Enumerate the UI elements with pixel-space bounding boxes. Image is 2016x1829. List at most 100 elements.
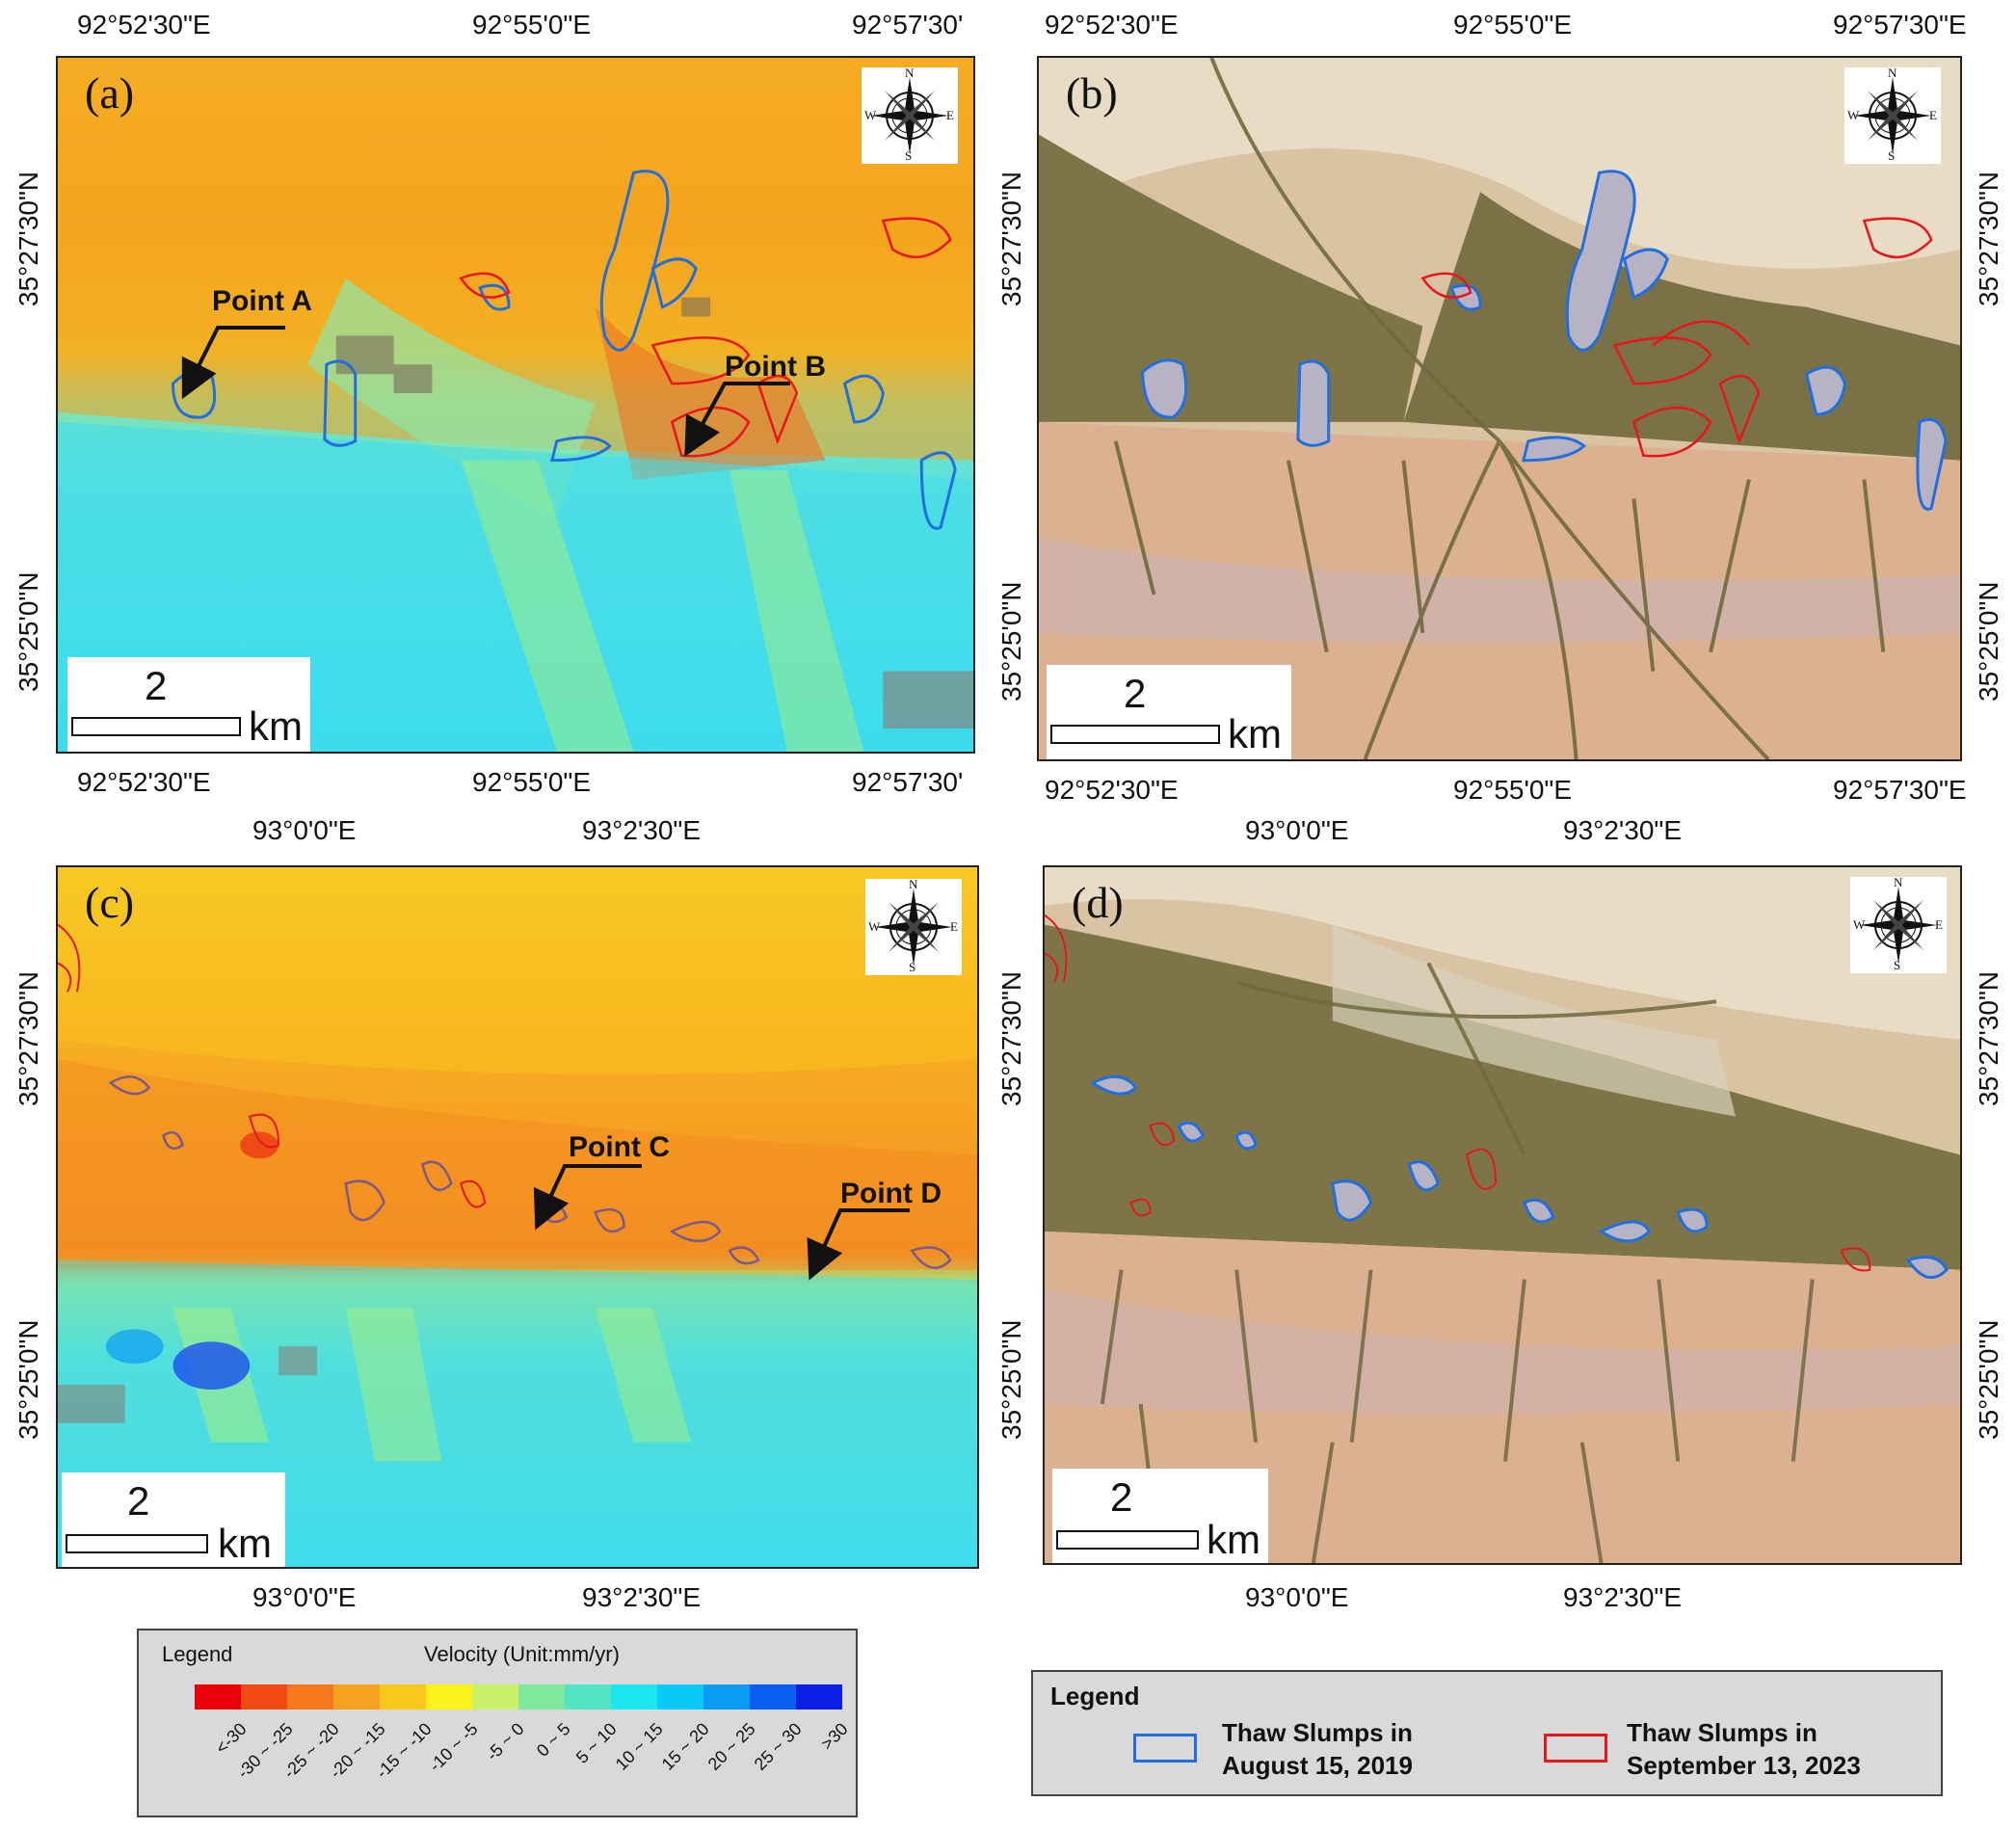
tick-b-top-1: 92°52'30"E <box>1045 10 1179 40</box>
velocity-color-ramp <box>195 1684 842 1710</box>
scale-bar-graphic <box>1050 725 1220 744</box>
velocity-class-label: 15 ~ 20 <box>658 1719 714 1774</box>
slump-legend: Legend Thaw Slumps in August 15, 2019 Th… <box>1031 1670 1943 1796</box>
tick-a-bottom-3: 92°57'30' <box>852 767 964 797</box>
compass-n: N <box>1888 66 1897 80</box>
slump-2019-line1: Thaw Slumps in <box>1222 1718 1413 1747</box>
velocity-class-label: 20 ~ 25 <box>704 1719 760 1774</box>
compass-rose-icon <box>1860 887 1937 964</box>
tick-b-bottom-1: 92°52'30"E <box>1045 775 1179 805</box>
velocity-class-swatch <box>333 1684 380 1710</box>
tick-d-right-2: 35°25'0"N <box>1974 1319 2003 1440</box>
tick-a-left-2: 35°25'0"N <box>13 571 43 692</box>
velocity-class-label: 0 ~ 5 <box>533 1719 575 1761</box>
velocity-legend-title: Legend <box>162 1642 233 1666</box>
point-b-label: Point B <box>725 351 826 383</box>
compass-s: S <box>905 148 913 163</box>
tick-d-right-1: 35°27'30"N <box>1974 970 2003 1106</box>
map-panel-d: (d) N S W E 2 km <box>1043 865 1962 1565</box>
velocity-class-swatch <box>611 1684 657 1710</box>
tick-b-left-1: 35°27'30"N <box>996 171 1026 306</box>
scale-bar-d: 2 km <box>1052 1469 1268 1563</box>
scale-number: 2 <box>1110 1474 1133 1520</box>
tick-b-right-2: 35°25'0"N <box>1974 581 2003 702</box>
tick-b-top-2: 92°55'0"E <box>1453 10 1573 40</box>
velocity-legend: Legend Velocity (Unit:mm/yr) <-30 -30 ~ -… <box>137 1629 858 1817</box>
scale-unit: km <box>1228 711 1282 756</box>
tick-c-left-1: 35°27'30"N <box>13 970 43 1106</box>
velocity-legend-unit: Velocity (Unit:mm/yr) <box>424 1642 620 1666</box>
north-arrow-a: N S W E <box>862 66 958 164</box>
point-c-label: Point C <box>569 1131 670 1163</box>
velocity-class-swatch <box>565 1684 611 1710</box>
velocity-class-swatch <box>796 1684 842 1710</box>
scale-bar-c: 2 km <box>62 1472 285 1567</box>
tick-c-left-2: 35°25'0"N <box>13 1319 43 1440</box>
tick-a-bottom-2: 92°55'0"E <box>472 767 592 797</box>
compass-rose-icon <box>1854 77 1931 154</box>
scale-number: 2 <box>145 663 168 708</box>
velocity-class-label: -5 ~ 0 <box>483 1719 529 1765</box>
compass-s: S <box>1888 148 1896 163</box>
tick-d-top-1: 93°0'0"E <box>1245 815 1349 845</box>
tick-d-bottom-2: 93°2'30"E <box>1563 1582 1683 1612</box>
scale-bar-a: 2 km <box>67 657 310 752</box>
compass-e: E <box>950 919 958 934</box>
tick-b-right-1: 35°27'30"N <box>1974 171 2003 306</box>
compass-w: W <box>868 919 881 934</box>
compass-rose-icon <box>871 77 948 154</box>
slump-legend-title: Legend <box>1050 1682 1140 1710</box>
velocity-class-label: 10 ~ 15 <box>612 1719 668 1774</box>
tick-c-bottom-2: 93°2'30"E <box>582 1582 702 1612</box>
panel-label-a: (a) <box>85 68 135 118</box>
slump-2019-swatch <box>1133 1734 1197 1763</box>
point-a-label: Point A <box>212 285 312 317</box>
tick-b-bottom-2: 92°55'0"E <box>1453 775 1573 805</box>
velocity-class-label: -10 ~ -5 <box>425 1719 483 1776</box>
scale-unit: km <box>1207 1517 1260 1562</box>
velocity-raster-a <box>58 58 973 752</box>
compass-n: N <box>905 66 915 80</box>
compass-s: S <box>1894 958 1901 972</box>
compass-e: E <box>1935 917 1943 932</box>
slump-2023-line1: Thaw Slumps in <box>1627 1718 1817 1747</box>
tick-a-top-3: 92°57'30' <box>852 10 964 40</box>
scale-bar-b: 2 km <box>1047 665 1291 759</box>
tick-b-top-3: 92°57'30"E <box>1833 10 1967 40</box>
scale-unit: km <box>218 1521 272 1566</box>
velocity-class-swatch <box>472 1684 518 1710</box>
scale-bar-graphic <box>66 1534 208 1553</box>
tick-a-top-2: 92°55'0"E <box>472 10 592 40</box>
compass-s: S <box>909 960 916 974</box>
velocity-class-swatch <box>657 1684 703 1710</box>
map-panel-b: (b) N S W E 2 km <box>1037 56 1962 761</box>
velocity-class-swatch <box>703 1684 750 1710</box>
velocity-class-swatch <box>750 1684 796 1710</box>
compass-e: E <box>946 108 954 122</box>
panel-label-d: (d) <box>1072 878 1124 927</box>
map-panel-c: (c) N S W E 2 km <box>56 865 979 1569</box>
velocity-class-swatch <box>518 1684 565 1710</box>
velocity-class-swatch <box>241 1684 287 1710</box>
scale-bar-graphic <box>1056 1530 1199 1550</box>
scale-unit: km <box>249 703 303 749</box>
tick-c-top-1: 93°0'0"E <box>252 815 357 845</box>
tick-a-left-1: 35°27'30"N <box>13 171 43 306</box>
compass-w: W <box>864 108 877 122</box>
slump-2023-line2: September 13, 2023 <box>1627 1751 1861 1780</box>
velocity-class-label: <-30 <box>212 1719 252 1758</box>
slump-2019-label: Thaw Slumps in August 15, 2019 <box>1222 1716 1413 1782</box>
scale-number: 2 <box>127 1478 150 1524</box>
tick-c-bottom-1: 93°0'0"E <box>252 1582 357 1612</box>
tick-d-left-1: 35°27'30"N <box>996 970 1026 1106</box>
slump-2023-label: Thaw Slumps in September 13, 2023 <box>1627 1716 1861 1782</box>
satellite-image-b <box>1039 58 1960 759</box>
map-panel-a: (a) N S W E 2 km <box>56 56 975 754</box>
tick-d-top-2: 93°2'30"E <box>1563 815 1683 845</box>
compass-w: W <box>1847 108 1860 122</box>
velocity-class-swatch <box>380 1684 426 1710</box>
tick-d-left-2: 35°25'0"N <box>996 1319 1026 1440</box>
tick-a-bottom-1: 92°52'30"E <box>77 767 211 797</box>
tick-b-bottom-3: 92°57'30"E <box>1833 775 1967 805</box>
tick-c-top-2: 93°2'30"E <box>582 815 702 845</box>
